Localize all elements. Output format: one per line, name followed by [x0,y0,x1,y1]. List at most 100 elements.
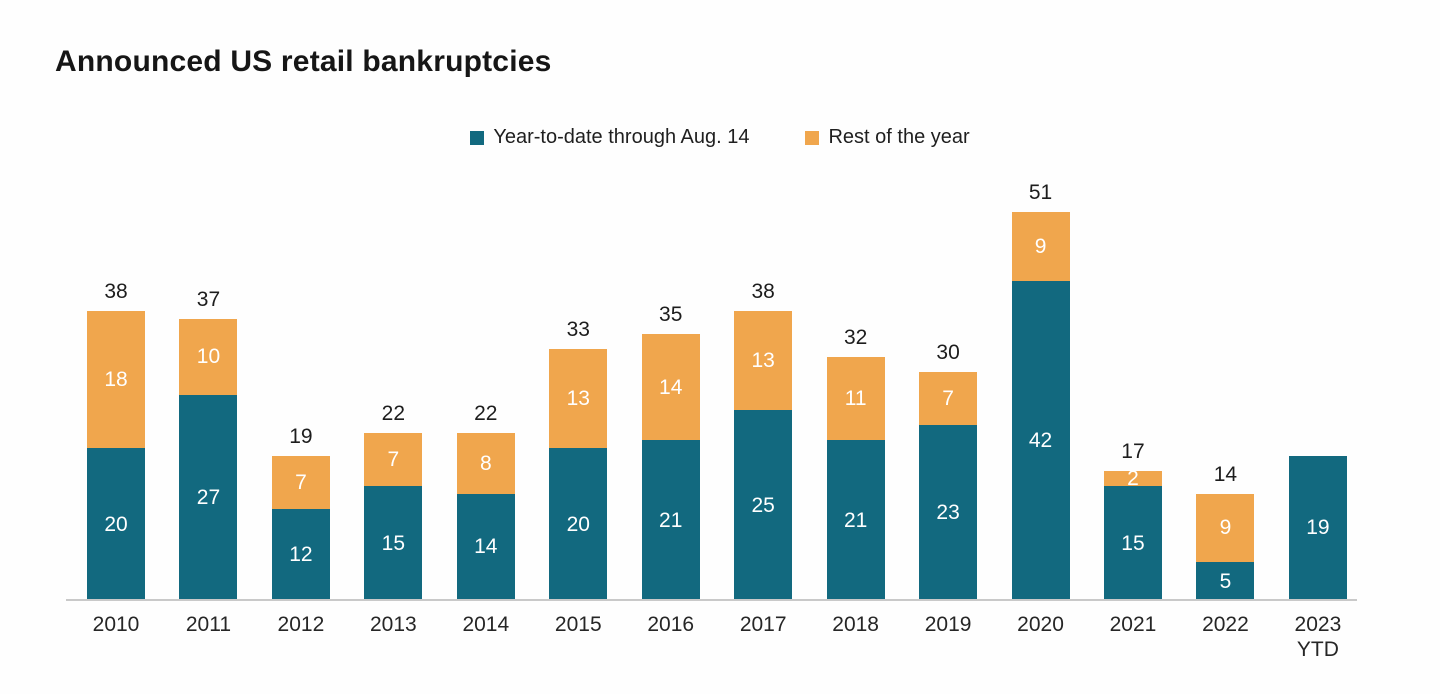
segment-rest-of-year: 13 [734,311,793,410]
segment-year-to-date: 5 [1196,562,1255,600]
segment-value-label: 11 [844,387,867,411]
segment-rest-of-year: 8 [456,432,515,494]
segment-value-label: 9 [1034,235,1047,259]
total-value-label: 22 [381,401,406,425]
legend-swatch-icon [805,130,820,145]
x-axis-tick-label: 2019 [924,613,972,636]
x-axis-tick-label: 2023 YTD [1294,613,1342,661]
segment-year-to-date: 23 [919,425,978,600]
segment-value-label: 12 [289,542,313,566]
segment-rest-of-year: 7 [364,432,423,486]
segment-value-label: 21 [843,508,868,532]
legend-label: Year-to-date through Aug. 14 [493,126,750,148]
segment-rest-of-year: 11 [826,356,885,441]
total-value-label: 38 [104,280,128,304]
segment-year-to-date: 12 [271,508,330,600]
legend-label: Rest of the year [828,126,970,148]
segment-value-label: 20 [104,512,128,536]
x-axis-tick-label: 2017 [739,613,787,636]
x-axis-line [66,599,1357,601]
segment-value-label: 2 [1127,466,1139,490]
total-value-label: 51 [1028,181,1053,205]
segment-value-label: 13 [751,349,775,373]
x-axis-tick-label: 2016 [647,613,695,636]
segment-rest-of-year: 9 [1196,493,1255,562]
segment-value-label: 7 [942,387,954,411]
segment-value-label: 13 [566,387,590,411]
total-value-label: 37 [196,287,221,311]
bar-group-2012: 19 7 12 2012 [271,424,330,636]
total-value-label: 38 [751,280,775,304]
x-axis-tick-label: 2011 [185,613,232,636]
total-value-label: 35 [659,303,683,327]
x-axis-tick-label: 2015 [554,613,602,636]
total-value-label: 19 [289,424,313,448]
legend-item-0: Year-to-date through Aug. 14 [470,126,749,149]
segment-value-label: 14 [474,535,498,559]
x-axis-tick-label: 2022 [1202,613,1249,636]
bar-group-2013: 22 7 15 2013 [364,401,423,636]
total-value-label: 22 [474,401,498,425]
segment-value-label: 15 [1121,531,1145,555]
segment-value-label: 7 [387,447,400,471]
segment-rest-of-year: 2 [1103,466,1162,490]
x-axis-tick-label: 2021 [1109,613,1157,636]
bar-group-2020: 51 9 42 2020 [1011,181,1070,636]
x-axis-tick-label: 2010 [92,613,140,636]
segment-value-label: 20 [566,512,590,536]
segment-value-label: 18 [104,368,128,392]
bar-group-2014: 22 8 14 2014 [456,401,515,636]
segment-value-label: 27 [196,485,221,509]
bar-group-2023-ytd: 19 2023 YTD [1288,455,1347,661]
x-axis-tick-label: 2013 [370,613,417,636]
bar-group-2011: 37 10 27 2011 [179,287,238,636]
bar-group-2017: 38 13 25 2017 [734,280,793,636]
segment-value-label: 10 [196,345,221,369]
segment-rest-of-year: 13 [549,349,608,448]
x-axis-tick-label: 2018 [832,613,879,636]
bar-group-2022: 14 9 5 2022 [1196,462,1255,636]
bar-group-2021: 17 2 15 2021 [1103,440,1162,636]
segment-year-to-date: 21 [641,440,700,600]
segment-rest-of-year: 7 [271,455,330,509]
segment-rest-of-year: 7 [919,372,978,426]
segment-value-label: 15 [381,531,406,555]
bar-group-2010: 38 18 20 2010 [87,280,145,636]
segment-year-to-date: 15 [364,486,423,600]
segment-value-label: 42 [1028,428,1053,452]
segment-rest-of-year: 9 [1011,212,1070,281]
segment-value-label: 19 [1306,516,1330,540]
plot-area: 38 18 20 2010 37 10 27 2011 19 7 12 2012 22 7 15 2013 22… [87,0,1347,661]
segment-year-to-date: 14 [456,493,515,600]
total-value-label: 33 [566,318,590,342]
bar-group-2018: 32 11 21 2018 [826,325,885,636]
segment-year-to-date: 15 [1103,486,1162,600]
segment-value-label: 21 [659,508,683,532]
segment-rest-of-year: 10 [179,318,238,395]
total-value-label: 30 [936,341,960,365]
total-value-label: 32 [843,325,868,349]
bar-group-2015: 33 13 20 2015 [549,318,608,636]
segment-value-label: 8 [479,451,492,475]
segment-year-to-date: 25 [734,410,793,600]
total-value-label: 14 [1213,462,1238,486]
legend-item-1: Rest of the year [805,126,970,149]
segment-value-label: 23 [936,501,960,525]
segment-value-label: 9 [1219,516,1232,540]
x-axis-tick-label: 2014 [462,613,510,636]
bar-group-2016: 35 14 21 2016 [641,303,700,636]
segment-year-to-date: 20 [549,448,608,600]
segment-year-to-date: 21 [826,440,885,600]
x-axis-tick-label: 2012 [277,613,325,636]
legend-swatch-icon [470,130,485,145]
segment-value-label: 5 [1219,569,1232,593]
legend: Year-to-date through Aug. 14 Rest of the … [0,126,1440,149]
segment-year-to-date: 20 [87,448,145,600]
segment-value-label: 7 [295,470,307,494]
segment-rest-of-year: 18 [87,311,145,448]
segment-rest-of-year: 14 [641,334,700,441]
segment-year-to-date: 19 [1288,455,1347,600]
x-axis-tick-label: 2020 [1017,613,1064,636]
chart-title: Announced US retail bankruptcies [55,45,552,78]
